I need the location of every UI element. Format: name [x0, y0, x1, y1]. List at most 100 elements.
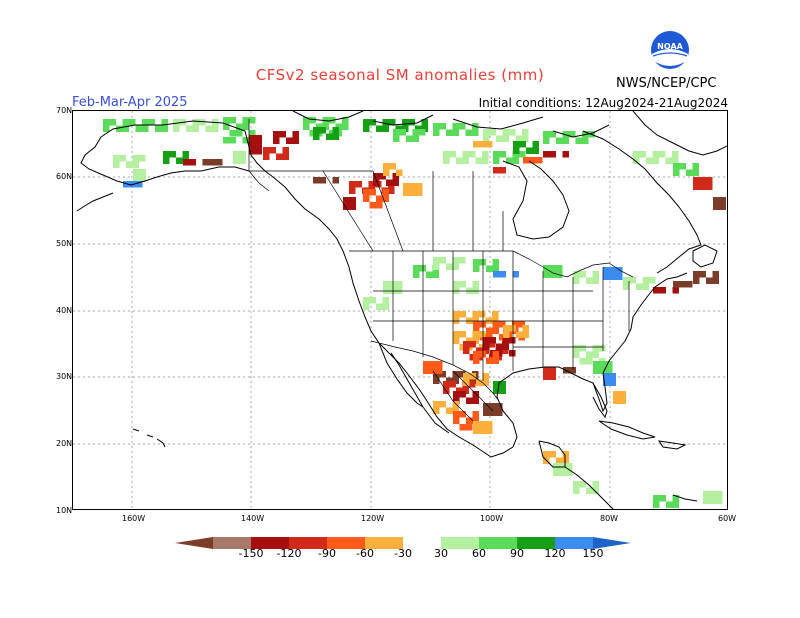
anomaly-cell — [233, 151, 240, 158]
anomaly-cell — [486, 357, 493, 364]
colorbar-swatch — [555, 537, 593, 549]
anomaly-cell — [113, 155, 120, 162]
anomaly-cell — [593, 367, 600, 374]
anomaly-cell — [392, 173, 399, 180]
anomaly-cell — [603, 267, 610, 274]
anomaly-cell — [122, 125, 129, 132]
anomaly-cell — [486, 421, 493, 428]
anomaly-cell — [119, 155, 126, 162]
anomaly-cell — [562, 451, 569, 458]
anomaly-cell — [603, 373, 610, 380]
anomaly-cell — [109, 119, 116, 126]
anomaly-cell — [706, 183, 713, 190]
anomaly-cell — [692, 163, 699, 170]
anomaly-cell — [449, 151, 456, 158]
colorbar-label: -90 — [318, 547, 336, 560]
anomaly-cell — [609, 373, 616, 380]
anomaly-cell — [673, 163, 680, 170]
anomaly-cell — [543, 367, 550, 374]
colorbar-label: 120 — [544, 547, 566, 560]
anomaly-cell — [409, 189, 416, 196]
anomaly-cell — [342, 117, 349, 124]
anomaly-cell — [706, 177, 713, 184]
anomaly-cell — [529, 157, 536, 164]
anomaly-cell — [223, 123, 230, 130]
colorbar-label: 60 — [472, 547, 486, 560]
anomaly-cell — [169, 151, 176, 158]
anomaly-cell — [459, 331, 466, 338]
anomaly-cell — [672, 501, 679, 508]
anomaly-cell — [376, 202, 383, 209]
anomaly-cell — [543, 137, 550, 144]
anomaly-cell — [672, 151, 679, 158]
anomaly-cell — [161, 125, 168, 132]
anomaly-cell — [382, 189, 389, 196]
anomaly-cell — [502, 135, 509, 142]
initial-conditions-label: Initial conditions: 12Aug2024-21Aug2024 — [478, 96, 728, 110]
anomaly-cell — [249, 148, 256, 155]
anomaly-cell — [335, 123, 342, 130]
anomaly-cell — [609, 267, 616, 274]
anomaly-cell — [496, 409, 503, 416]
anomaly-cell — [713, 197, 720, 204]
anomaly-cell — [499, 321, 506, 328]
anomaly-cell — [142, 119, 149, 126]
anomaly-cell — [399, 129, 406, 136]
anomaly-cell — [503, 331, 510, 338]
anomaly-cell — [369, 189, 376, 196]
colorbar — [175, 535, 631, 554]
anomaly-cell — [496, 403, 503, 410]
anomaly-cell — [383, 169, 390, 176]
anomaly-cell — [575, 137, 582, 144]
anomaly-cell — [443, 151, 450, 158]
anomaly-cell — [592, 481, 599, 488]
anomaly-cell — [133, 169, 140, 176]
anomaly-cell — [499, 271, 506, 278]
colorbar-swatch — [517, 537, 555, 549]
anomaly-cell — [186, 125, 193, 132]
anomaly-cell — [599, 361, 606, 368]
anomaly-cell — [483, 337, 490, 344]
anomaly-cell — [502, 337, 509, 344]
anomaly-cell — [236, 123, 243, 130]
anomaly-cell — [646, 157, 653, 164]
anomaly-cell — [313, 127, 320, 134]
anomaly-cell — [559, 463, 566, 470]
anomaly-cell — [579, 345, 586, 352]
anomaly-cell — [659, 495, 666, 502]
anomaly-cell — [633, 157, 640, 164]
lat-label-40n: 40N — [56, 306, 73, 315]
anomaly-cell — [499, 167, 506, 174]
anomaly-cell — [349, 197, 356, 204]
anomaly-cell — [413, 271, 420, 278]
colorbar-swatch — [327, 537, 365, 549]
anomaly-cell — [476, 347, 483, 354]
anomaly-cell — [543, 151, 550, 158]
anomaly-cell — [452, 371, 459, 378]
anomaly-cell — [699, 177, 706, 184]
anomaly-cell — [279, 131, 286, 138]
anomaly-cell — [313, 133, 320, 140]
lon-label-60w: 60W — [718, 514, 737, 523]
anomaly-cell — [473, 141, 480, 148]
anomaly-cell — [373, 173, 380, 180]
anomaly-cell — [462, 387, 469, 394]
anomaly-cell — [173, 119, 180, 126]
anomaly-cell — [713, 203, 720, 210]
anomaly-cell — [133, 175, 140, 182]
anomaly-cell — [463, 373, 470, 380]
anomaly-cell — [466, 424, 473, 431]
anomaly-cell — [282, 153, 289, 160]
anomaly-cell — [433, 401, 440, 408]
anomaly-cell — [569, 367, 576, 374]
anomaly-cell — [376, 195, 383, 202]
lat-label-70n: 70N — [56, 106, 73, 115]
anomaly-cell — [192, 119, 199, 126]
anomaly-cell — [413, 265, 420, 272]
anomaly-cell — [269, 147, 276, 154]
anomaly-cell — [452, 407, 459, 414]
anomaly-cell — [363, 119, 370, 126]
anomaly-cell — [699, 271, 706, 278]
anomaly-cell — [492, 265, 499, 272]
anomaly-cell — [512, 157, 519, 164]
